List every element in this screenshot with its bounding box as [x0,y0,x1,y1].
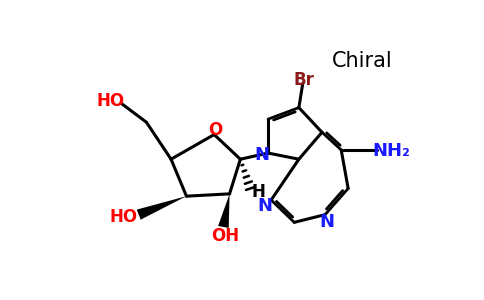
Polygon shape [137,196,186,220]
Text: HO: HO [109,208,137,226]
Text: H: H [251,183,265,201]
Text: N: N [255,146,270,164]
Text: OH: OH [211,227,239,245]
Polygon shape [218,194,229,228]
Text: O: O [208,121,222,139]
Text: HO: HO [97,92,125,110]
Text: NH₂: NH₂ [372,142,410,160]
Text: N: N [257,197,272,215]
Text: Chiral: Chiral [332,51,393,70]
Text: Br: Br [294,71,315,89]
Text: N: N [319,213,334,231]
